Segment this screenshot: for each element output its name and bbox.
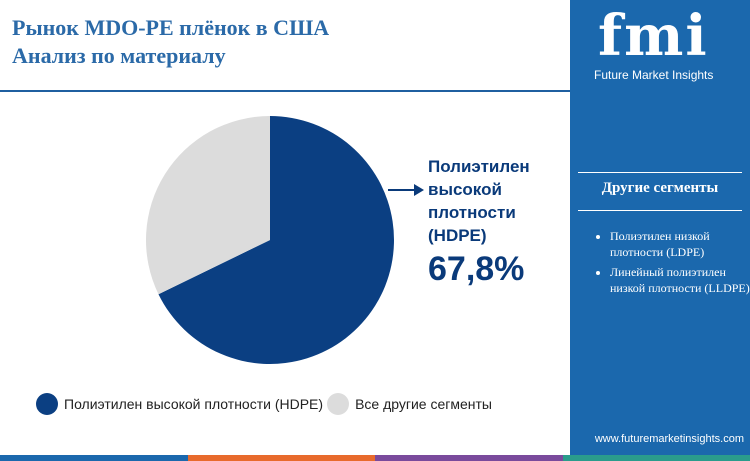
sidebar-heading: Другие сегменты [601,180,719,196]
legend-swatch-other [327,393,350,415]
pie-chart [145,116,394,364]
sidebar: fmi Future Market Insights Другие сегмен… [570,0,750,455]
bottom-color-bar [0,455,750,461]
list-item: Линейный полиэтилен низкой плотности (LL… [610,264,750,296]
bar-segment-1 [0,455,188,461]
chart-panel: Рынок MDO-PE плёнок в США Анализ по мате… [0,14,570,415]
pie-slice-other [145,116,270,295]
sidebar-divider-top [578,172,742,173]
legend-item-other: Все другие сегменты [327,393,492,415]
callout-label: Полиэтилен высокой плотности (HDPE) [428,157,530,245]
website-url[interactable]: www.futuremarketinsights.com [594,433,744,445]
title-line-1: Рынок MDO-PE плёнок в США [12,15,330,40]
legend-label-other: Все другие сегменты [355,396,492,412]
legend-label-hdpe: Полиэтилен высокой плотности (HDPE) [64,396,324,412]
logo-subtitle: Future Market Insights [594,68,714,82]
chart-legend: Полиэтилен высокой плотности (HDPE) Все … [36,393,496,415]
title-divider [0,90,570,92]
sidebar-divider-bottom [578,210,742,211]
legend-item-hdpe: Полиэтилен высокой плотности (HDPE) [36,393,323,415]
title-line-2: Анализ по материалу [12,43,226,68]
pie-slice-hdpe [158,116,394,364]
fmi-logo: fmi [598,3,709,69]
legend-swatch-hdpe [36,393,58,415]
bar-segment-3 [375,455,563,461]
bar-segment-2 [187,455,375,461]
other-segments-list: Полиэтилен низкой плотности (LDPE) Линей… [594,228,750,300]
callout-arrow-icon [388,184,424,196]
page-title: Рынок MDO-PE плёнок в США Анализ по мате… [12,14,329,70]
bar-segment-4 [562,455,750,461]
callout-value: 67,8% [428,250,525,288]
list-item: Полиэтилен низкой плотности (LDPE) [610,228,750,260]
